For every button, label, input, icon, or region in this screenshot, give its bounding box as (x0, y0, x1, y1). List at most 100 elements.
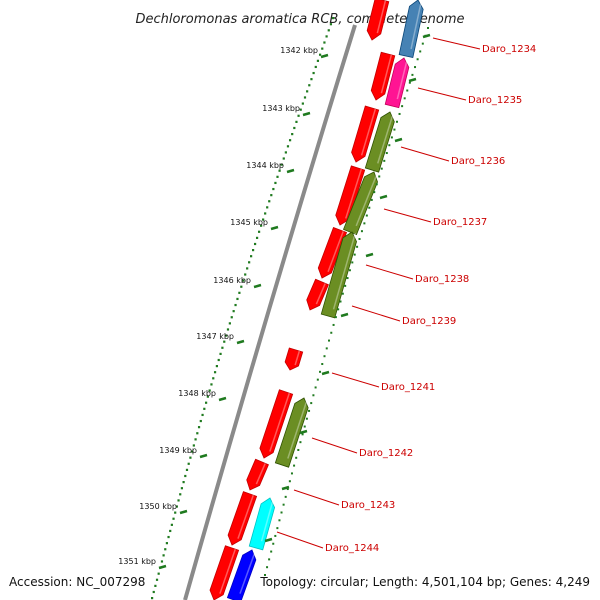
inner-scale-dot (378, 175, 381, 178)
inner-scale-dot (365, 214, 368, 217)
inner-scale-dot (290, 472, 293, 475)
inner-scale-dot (348, 269, 351, 272)
scale-dot (257, 230, 261, 233)
gene-label[interactable]: Daro_1239 (402, 316, 456, 327)
scale-dot (236, 297, 239, 301)
inner-scale-dot (373, 191, 376, 194)
scale-tick (270, 225, 279, 231)
scale-dot (272, 187, 275, 191)
scale-tick (253, 283, 262, 289)
scale-dot (167, 535, 170, 539)
scale-dot (191, 450, 194, 453)
reverse-gene (320, 231, 357, 319)
scale-dot (323, 41, 326, 44)
reverse-gene-highlight (332, 232, 357, 310)
scale-tick (286, 168, 295, 174)
scale-dot (291, 133, 294, 136)
reverse-gene (384, 57, 410, 109)
scale-dot (318, 53, 322, 56)
scale-dot (151, 597, 154, 600)
scale-dot (206, 395, 209, 398)
gene-leader-line (351, 305, 401, 322)
gene-label[interactable]: Daro_1237 (433, 217, 487, 228)
inner-scale-tick (299, 429, 308, 435)
scale-dot (255, 236, 259, 239)
scale-tick-label: 1350 kbp (139, 502, 177, 511)
topology-text: Topology: circular; Length: 4,501,104 bp… (259, 575, 590, 589)
gene-labels: Daro_1234 Daro_1235 Daro_1236 Daro_1237 Daro… (276, 37, 536, 554)
scale-dot (184, 474, 187, 478)
inner-scale-dot (337, 308, 340, 311)
scale-tick-label: 1347 kbp (196, 332, 234, 341)
inner-scale-dot (395, 120, 398, 123)
inner-scale-dot (344, 284, 347, 287)
scale-tick-label: 1343 kbp (262, 104, 300, 113)
scale-tick (218, 396, 227, 402)
scale-dot (270, 194, 273, 197)
scale-tick-label: 1348 kbp (178, 389, 216, 398)
forward-gene-highlight (315, 283, 326, 305)
reverse-gene-highlight (260, 498, 275, 542)
scale-dot (225, 334, 228, 337)
inner-scale-dot (266, 566, 269, 569)
scale-dot (164, 548, 167, 551)
scale-dot (301, 102, 304, 105)
scale-dot (175, 505, 178, 508)
gene-label[interactable]: Daro_1241 (381, 382, 435, 393)
inner-scale-tick (422, 33, 431, 39)
gene-leader-line (432, 37, 481, 50)
reverse-gene-highlight (355, 173, 378, 227)
scale-dot (293, 126, 296, 130)
gene-label[interactable]: Daro_1238 (415, 274, 469, 285)
scale-dot (219, 352, 222, 355)
scale-dot (162, 554, 165, 557)
scale-dot (253, 242, 257, 246)
gene-label[interactable]: Daro_1243 (341, 500, 395, 511)
scale-dot (210, 383, 213, 386)
gene-label[interactable]: Daro_1242 (359, 448, 413, 459)
inner-scale-dot (408, 81, 411, 84)
scale-tick-label: 1345 kbp (230, 218, 268, 227)
inner-scale-dot (321, 363, 324, 366)
inner-scale-dot (293, 464, 296, 467)
inner-scale-dot (328, 339, 331, 342)
scale-dot (329, 23, 333, 26)
scale-dot (215, 365, 218, 368)
forward-gene (366, 0, 390, 41)
inner-scale-dot (278, 519, 281, 522)
gene-label[interactable]: Daro_1234 (482, 44, 536, 55)
genome-backbone (183, 24, 357, 600)
scale-tick (199, 453, 208, 459)
scale-dot (303, 96, 307, 99)
reverse-gene (226, 549, 257, 600)
forward-gene-highlight (360, 108, 377, 156)
scale-dot (310, 78, 313, 81)
gene-leader-line (400, 146, 450, 162)
inner-scale-tick (264, 537, 273, 543)
gene-label[interactable]: Daro_1244 (325, 543, 379, 554)
reverse-strand-genes (226, 0, 424, 600)
scale-tick-label: 1342 kbp (280, 46, 318, 55)
inner-scale-dot (334, 316, 337, 319)
scale-dot (316, 59, 320, 62)
forward-gene-highlight (345, 168, 363, 219)
reverse-gene-highlight (410, 0, 423, 50)
forward-strand-genes (209, 0, 396, 600)
scale-dot (177, 499, 180, 502)
inner-scale-dot (272, 542, 275, 545)
scale-dot (208, 389, 211, 392)
scale-dot (185, 468, 189, 471)
scale-dot (226, 328, 230, 331)
gene-label[interactable]: Daro_1236 (451, 156, 505, 167)
scale-dot (169, 529, 172, 533)
scale-dot (332, 17, 335, 20)
inner-scale-dot (383, 159, 386, 162)
scale-dot (250, 255, 253, 258)
scale-dot (196, 432, 199, 435)
inner-scale-dot (356, 245, 359, 248)
scale-dot (295, 120, 298, 123)
scale-dot (197, 426, 201, 429)
gene-label[interactable]: Daro_1235 (468, 95, 522, 106)
scale-dot (230, 316, 233, 319)
forward-gene (317, 227, 348, 279)
